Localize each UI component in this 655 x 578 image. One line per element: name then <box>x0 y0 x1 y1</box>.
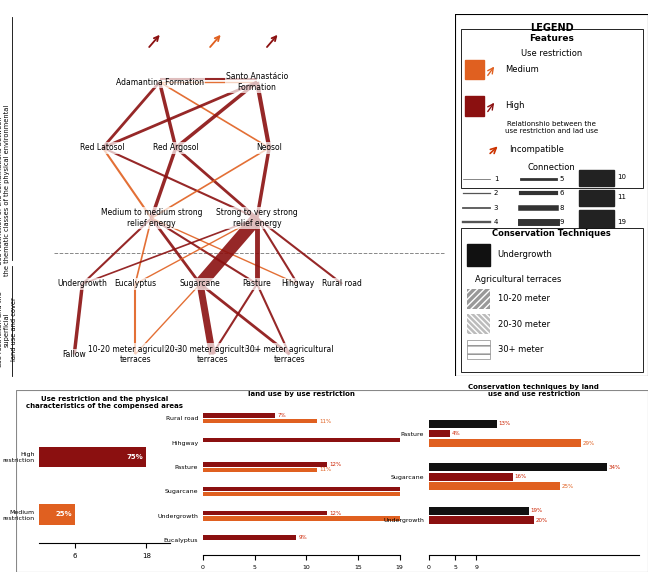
Text: Medium to medium strong
relief energy: Medium to medium strong relief energy <box>101 209 202 228</box>
Bar <box>203 468 317 472</box>
Text: Agricultural terraces: Agricultural terraces <box>474 276 561 284</box>
Bar <box>467 314 490 334</box>
Text: Fallow: Fallow <box>62 350 86 359</box>
Bar <box>429 473 513 481</box>
Bar <box>579 170 614 186</box>
Text: Neosol: Neosol <box>256 143 282 152</box>
Text: Rural road: Rural road <box>322 279 362 288</box>
Text: Red Argosol: Red Argosol <box>153 143 198 152</box>
Text: 11%: 11% <box>319 467 331 472</box>
Text: Santo Anastácio
Formation: Santo Anastácio Formation <box>226 72 288 92</box>
Text: Red Latosol: Red Latosol <box>81 143 125 152</box>
Bar <box>203 462 327 466</box>
Text: 75%: 75% <box>127 454 143 460</box>
Text: 34%: 34% <box>608 465 621 470</box>
Text: Hihgway: Hihgway <box>281 279 314 288</box>
Text: 5: 5 <box>559 176 564 182</box>
Text: Sugarcane: Sugarcane <box>179 279 221 288</box>
Text: 12%: 12% <box>329 511 341 516</box>
Text: 20-30 meter: 20-30 meter <box>498 320 550 328</box>
Title: Conservation techniques by land
use and use restriction: Conservation techniques by land use and … <box>468 384 599 397</box>
Bar <box>39 446 147 467</box>
Text: 10-20 meter: 10-20 meter <box>498 294 550 303</box>
Text: 20%: 20% <box>535 518 548 523</box>
Text: 34%: 34% <box>557 492 569 497</box>
Text: Connection: Connection <box>528 162 576 172</box>
Text: Eucalyptus: Eucalyptus <box>114 279 157 288</box>
Text: Medium: Medium <box>506 65 539 74</box>
Bar <box>203 492 555 497</box>
Text: 4%: 4% <box>451 431 460 436</box>
Text: Use restriction: Use restriction <box>521 49 582 58</box>
Text: 22%: 22% <box>433 438 445 443</box>
Text: 7%: 7% <box>278 413 286 418</box>
Bar <box>579 210 614 231</box>
Text: 11%: 11% <box>319 418 331 424</box>
Bar <box>429 464 607 471</box>
Text: Adamantina Formation: Adamantina Formation <box>115 77 204 87</box>
Bar <box>203 438 430 442</box>
Bar <box>203 511 327 516</box>
Text: 6: 6 <box>559 190 564 197</box>
FancyBboxPatch shape <box>461 29 643 188</box>
Text: 1: 1 <box>494 176 498 182</box>
Text: Incompatible: Incompatible <box>510 146 564 154</box>
Text: 22%: 22% <box>433 516 445 521</box>
Bar <box>39 504 75 525</box>
Text: 16%: 16% <box>514 475 527 479</box>
Text: 25%: 25% <box>561 484 574 489</box>
Text: 12%: 12% <box>329 462 341 467</box>
Bar <box>203 535 296 540</box>
Text: 20-30 meter agricultural
terraces: 20-30 meter agricultural terraces <box>165 344 259 364</box>
Text: Undergrowth: Undergrowth <box>498 250 553 259</box>
Text: Relationship between the
use restriciton and the
superficial
land use and cover: Relationship between the use restriciton… <box>0 287 17 372</box>
Bar <box>203 516 430 521</box>
Bar <box>465 60 484 80</box>
Text: 2: 2 <box>494 190 498 197</box>
Text: Conservation Techniques: Conservation Techniques <box>493 229 611 238</box>
Text: 19: 19 <box>618 219 627 225</box>
Text: 30+ meter: 30+ meter <box>498 345 543 354</box>
Text: 19%: 19% <box>530 508 542 513</box>
Text: Features: Features <box>529 34 574 43</box>
Bar <box>429 429 450 438</box>
Text: 9%: 9% <box>298 535 307 540</box>
Bar <box>429 483 560 490</box>
Bar <box>465 96 484 116</box>
Text: 29%: 29% <box>582 440 595 446</box>
Bar <box>579 190 614 206</box>
Title: Use restriction and the physical
characteristics of the compensed areas: Use restriction and the physical charact… <box>26 395 183 409</box>
Bar <box>203 487 655 491</box>
Text: High: High <box>506 101 525 110</box>
Text: 11: 11 <box>618 194 627 200</box>
Bar <box>429 420 497 428</box>
Bar <box>467 289 490 309</box>
Text: 10: 10 <box>618 174 627 180</box>
Title: land use by use restriction: land use by use restriction <box>248 391 355 397</box>
Text: 13%: 13% <box>498 421 511 427</box>
Text: 8: 8 <box>559 205 564 211</box>
Bar <box>429 439 581 447</box>
Text: Strong to very strong
relief energy: Strong to very strong relief energy <box>216 209 298 228</box>
Text: 4: 4 <box>494 219 498 225</box>
Text: Relationshio between the
use restriction and lad use: Relationshio between the use restriction… <box>505 121 599 134</box>
Text: 10-20 meter agricultural
terraces: 10-20 meter agricultural terraces <box>88 344 182 364</box>
Text: Use restriction of the combinations between
the thematic classes of the physical: Use restriction of the combinations betw… <box>0 105 10 276</box>
Bar <box>429 516 534 524</box>
Text: 3: 3 <box>494 205 498 211</box>
Text: 25%: 25% <box>56 512 72 517</box>
Text: LEGEND: LEGEND <box>530 24 574 34</box>
Bar <box>467 340 490 360</box>
Text: Undergrowth: Undergrowth <box>58 279 107 288</box>
Bar <box>203 413 276 418</box>
Text: Pasture: Pasture <box>242 279 271 288</box>
Bar <box>467 244 490 265</box>
Text: 9: 9 <box>559 219 564 225</box>
Bar <box>429 507 529 514</box>
Bar <box>203 419 317 423</box>
FancyBboxPatch shape <box>461 228 643 372</box>
Text: 30+ meter agricultural
terraces: 30+ meter agricultural terraces <box>245 344 334 364</box>
